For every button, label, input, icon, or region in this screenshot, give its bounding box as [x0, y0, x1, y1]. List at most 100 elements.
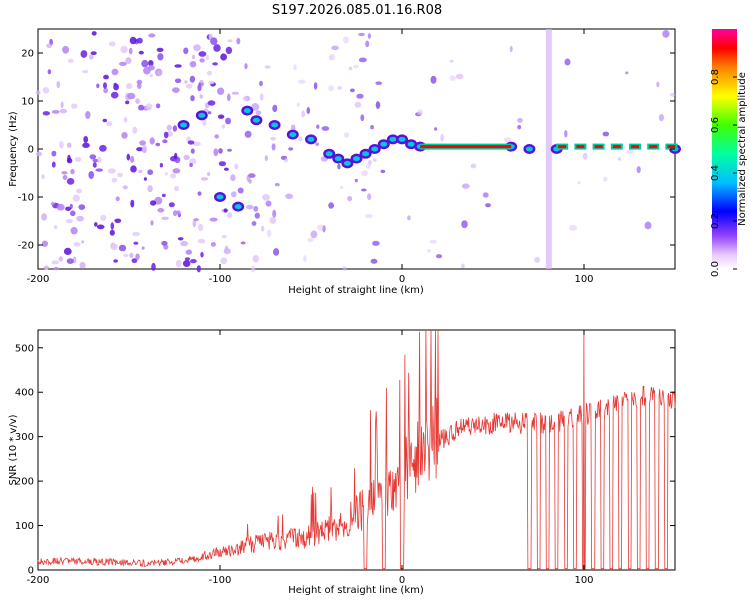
spectrogram-speckle: [192, 220, 197, 228]
spectrogram-blob-core: [389, 136, 397, 142]
spectrogram-speckle: [96, 224, 105, 230]
spectrogram-speckle: [150, 200, 157, 206]
spectrogram-speckle: [47, 69, 52, 75]
spectrogram-speckle: [155, 103, 161, 109]
spectrogram-speckle: [231, 91, 240, 95]
colorbar: 0.0 0.2 0.4 0.6 0.8 Normalized spectral ampl…: [710, 29, 748, 277]
spectrogram-speckle: [217, 114, 225, 119]
spectrogram-speckle: [147, 185, 153, 193]
spectrogram-speckle: [189, 75, 196, 83]
spectrogram-speckle: [74, 157, 82, 162]
colorbar-tick-label: 0.6: [710, 117, 721, 133]
spectrogram-speckle: [370, 125, 374, 130]
spectrogram-speckle: [41, 213, 48, 221]
spectrogram-speckle: [265, 200, 272, 207]
spectrogram-speckle: [175, 210, 181, 215]
spectrogram-speckle: [157, 208, 165, 213]
carrier-segment-core: [594, 145, 603, 149]
spectrogram-speckle: [266, 229, 272, 237]
spectrogram-speckle: [569, 224, 577, 231]
spectrogram-speckle: [111, 68, 119, 76]
spectrogram-speckle: [301, 110, 306, 118]
spectrogram-speckle: [174, 78, 182, 84]
spectrogram-speckle: [244, 63, 248, 70]
snr-panel: -200 -100 0 100 0 100 200 300 400 500 Height of s…: [8, 329, 676, 596]
spectrogram-speckle: [183, 154, 190, 161]
spectrogram-speckle: [121, 132, 128, 139]
spectrogram-speckle: [35, 90, 41, 95]
spectrogram-speckle: [264, 155, 268, 162]
spectrogram-speckle: [361, 170, 369, 177]
x-tick-label: 100: [574, 575, 593, 586]
spectrogram-speckle: [272, 104, 278, 113]
spectrogram-speckle: [206, 54, 209, 61]
spectrogram-speckle: [296, 102, 300, 107]
spectrogram-blob-core: [525, 146, 533, 152]
colorbar-tick-label: 0.0: [710, 261, 721, 277]
spectrogram-speckle: [485, 203, 491, 208]
spectrogram-blob-core: [325, 151, 333, 157]
x-tick-label: 0: [399, 575, 405, 586]
spectrogram-speckle: [602, 131, 610, 137]
spectrogram-speckle: [180, 240, 189, 247]
carrier-segment-core: [612, 145, 621, 149]
spectrogram-speckle: [434, 127, 438, 131]
spectrogram-speckle: [617, 157, 622, 161]
spectrogram-speckle: [138, 104, 145, 111]
y-tick-label: 200: [15, 477, 34, 488]
spectrogram-speckle: [577, 181, 581, 185]
spectrogram-blob-core: [307, 136, 315, 142]
spectrogram-speckle: [670, 93, 676, 97]
spectrogram-speckle: [207, 172, 211, 177]
spectrogram-speckle: [207, 100, 216, 106]
spectrogram-speckle: [440, 133, 444, 142]
spectrogram-speckle: [90, 51, 97, 56]
spectrogram-speckle: [297, 79, 306, 84]
y-tick-label: 100: [15, 521, 34, 532]
spectrogram-speckle: [189, 158, 197, 165]
spectrogram-speckle: [97, 156, 102, 164]
spectrogram-speckle: [417, 109, 424, 116]
spectrogram-speckle: [273, 248, 280, 256]
spectrogram-blob-core: [271, 122, 279, 128]
y-tick-label: 500: [15, 343, 34, 354]
spectrogram-speckle: [53, 266, 59, 271]
spectrogram-speckle: [353, 64, 360, 69]
spectrogram-speckle: [182, 260, 191, 267]
spectrogram-speckle: [253, 206, 259, 212]
spectrogram-speckle: [482, 192, 489, 198]
spectrogram-speckle: [61, 171, 68, 175]
spectrogram-speckle: [59, 108, 67, 114]
spectrogram-speckle: [129, 252, 134, 258]
spectrogram-speckle: [306, 107, 311, 114]
spectrogram-blob-core: [252, 117, 260, 123]
spectrogram-speckle: [103, 87, 108, 94]
spectrogram-speckle: [41, 174, 45, 180]
spectrogram-speckle: [662, 30, 670, 38]
spectrogram-stripe: [545, 29, 552, 269]
spectrogram-speckle: [154, 196, 163, 205]
spectrogram-speckle: [108, 41, 116, 47]
spectrogram-speckle: [141, 246, 145, 250]
spectrogram-speckle: [125, 100, 130, 105]
carrier-band-core: [420, 145, 512, 149]
spectrogram-speckle: [298, 136, 303, 142]
spectrogram-speckle: [123, 117, 128, 123]
spectrogram-blob-core: [198, 112, 206, 118]
spectrogram-speckle: [130, 199, 135, 208]
spectrogram-speckle: [65, 219, 73, 224]
spectrogram-speckle: [35, 151, 43, 157]
spectrogram-blob-core: [398, 136, 406, 142]
spectrogram-speckle: [264, 65, 271, 69]
spectrogram-blob-core: [234, 204, 242, 210]
spectrogram-speckle: [96, 83, 100, 89]
spectrogram-speckle: [449, 75, 457, 81]
spectrogram-speckle: [99, 144, 107, 152]
spectrogram-speckle: [209, 217, 218, 222]
spectrogram-speckle: [250, 265, 256, 273]
spectrogram-speckle: [88, 171, 94, 179]
spectrogram-speckle: [200, 177, 209, 181]
spectrogram-speckle: [328, 54, 333, 61]
